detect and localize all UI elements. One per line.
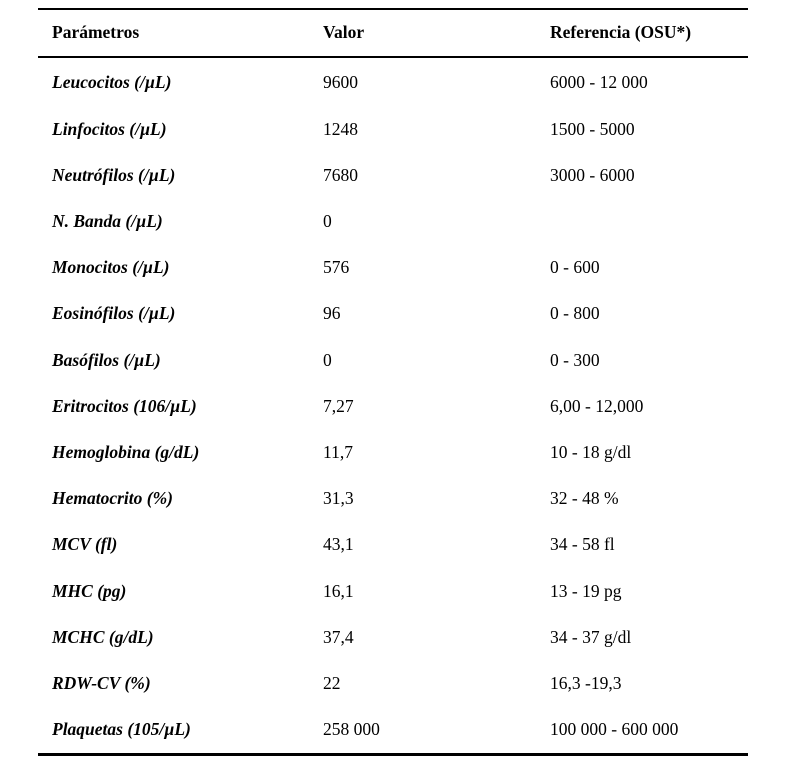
table-row: Plaquetas (105/µL) 258 000 100 000 - 600 0…	[38, 707, 748, 753]
table-row: N. Banda (/µL) 0	[38, 199, 748, 245]
table-row: Hemoglobina (g/dL) 11,7 10 - 18 g/dl	[38, 430, 748, 476]
reference-cell: 1500 - 5000	[550, 119, 635, 139]
table-row: RDW-CV (%) 22 16,3 -19,3	[38, 660, 748, 706]
reference-cell: 6000 - 12 000	[550, 73, 648, 93]
reference-cell: 34 - 37 g/dl	[550, 627, 632, 647]
reference-cell: 3000 - 6000	[550, 165, 635, 185]
param-cell: Leucocitos (/µL)	[52, 73, 172, 93]
value-cell: 96	[323, 304, 341, 324]
value-cell: 258 000	[323, 720, 380, 740]
value-cell: 0	[323, 350, 332, 370]
table-row: MCV (fl) 43,1 34 - 58 fl	[38, 522, 748, 568]
reference-cell: 0 - 300	[550, 350, 600, 370]
table-row: Hematocrito (%) 31,3 32 - 48 %	[38, 476, 748, 522]
table-row: Leucocitos (/µL) 9600 6000 - 12 000	[38, 60, 748, 106]
value-cell: 7,27	[323, 396, 354, 416]
param-cell: Basófilos (/µL)	[52, 350, 161, 370]
param-cell: Eosinófilos (/µL)	[52, 304, 176, 324]
value-cell: 7680	[323, 165, 358, 185]
value-cell: 22	[323, 673, 341, 693]
param-cell: MCV (fl)	[52, 535, 118, 555]
value-cell: 9600	[323, 73, 358, 93]
param-cell: N. Banda (/µL)	[52, 212, 163, 232]
param-cell: MCHC (g/dL)	[52, 627, 154, 647]
table-row: Eosinófilos (/µL) 96 0 - 800	[38, 291, 748, 337]
param-cell: Linfocitos (/µL)	[52, 119, 167, 139]
value-cell: 37,4	[323, 627, 354, 647]
reference-cell: 10 - 18 g/dl	[550, 442, 632, 462]
reference-cell: 6,00 - 12,000	[550, 396, 644, 416]
reference-cell: 32 - 48 %	[550, 489, 619, 509]
value-cell: 31,3	[323, 489, 354, 509]
value-cell: 1248	[323, 119, 358, 139]
lab-results-table: Parámetros Valor Referencia (OSU*) Leuco…	[38, 8, 748, 756]
param-cell: Plaquetas (105/µL)	[52, 720, 191, 740]
table-body: Leucocitos (/µL) 9600 6000 - 12 000 Linfoci…	[38, 58, 748, 753]
table-row: Linfocitos (/µL) 1248 1500 - 5000	[38, 106, 748, 152]
reference-cell: 16,3 -19,3	[550, 673, 622, 693]
param-cell: Hemoglobina (g/dL)	[52, 442, 200, 462]
value-cell: 11,7	[323, 442, 353, 462]
param-cell: MHC (pg)	[52, 581, 127, 601]
header-referencia: Referencia (OSU*)	[550, 23, 692, 43]
reference-cell: 0 - 600	[550, 258, 600, 278]
table-row: Neutrófilos (/µL) 7680 3000 - 6000	[38, 152, 748, 198]
table-row: Monocitos (/µL) 576 0 - 600	[38, 245, 748, 291]
table-row: Basófilos (/µL) 0 0 - 300	[38, 337, 748, 383]
table-row: Eritrocitos (106/µL) 7,27 6,00 - 12,000	[38, 383, 748, 429]
reference-cell: 0 - 800	[550, 304, 600, 324]
reference-cell: 13 - 19 pg	[550, 581, 622, 601]
param-cell: Eritrocitos (106/µL)	[52, 396, 197, 416]
header-parametros: Parámetros	[52, 23, 140, 43]
value-cell: 576	[323, 258, 350, 278]
reference-cell: 100 000 - 600 000	[550, 720, 679, 740]
value-cell: 43,1	[323, 535, 354, 555]
reference-cell: 34 - 58 fl	[550, 535, 615, 555]
param-cell: Neutrófilos (/µL)	[52, 165, 176, 185]
table-row: MCHC (g/dL) 37,4 34 - 37 g/dl	[38, 614, 748, 660]
table-row: MHC (pg) 16,1 13 - 19 pg	[38, 568, 748, 614]
value-cell: 0	[323, 212, 332, 232]
value-cell: 16,1	[323, 581, 354, 601]
param-cell: Hematocrito (%)	[52, 489, 174, 509]
param-cell: RDW-CV (%)	[52, 673, 151, 693]
header-valor: Valor	[323, 23, 365, 43]
param-cell: Monocitos (/µL)	[52, 258, 170, 278]
table-header-row: Parámetros Valor Referencia (OSU*)	[38, 10, 748, 58]
